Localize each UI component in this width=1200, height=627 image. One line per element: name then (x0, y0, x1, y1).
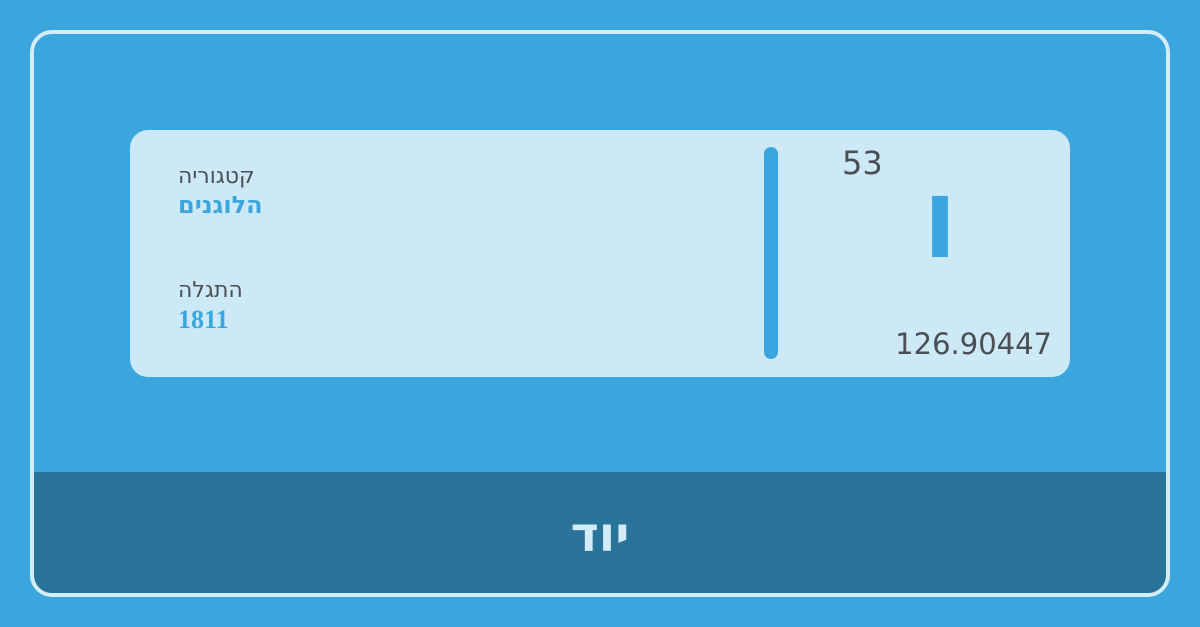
discovery-label: התגלה (178, 278, 243, 303)
category-value: הלוגנים (178, 191, 263, 219)
element-name: יוד (570, 506, 630, 563)
atomic-mass: 126.90447 (895, 327, 1052, 361)
element-card-frame: קטגוריה הלוגנים התגלה 1811 53 I 126.9044… (30, 30, 1170, 597)
category-block: קטגוריה הלוגנים (178, 164, 438, 219)
vertical-divider (764, 147, 778, 359)
discovery-year: 1811 (178, 305, 229, 334)
element-symbol: I (924, 179, 956, 277)
category-label: קטגוריה (178, 164, 255, 189)
footer-bar: יוד (34, 472, 1166, 593)
element-info-card: קטגוריה הלוגנים התגלה 1811 53 I 126.9044… (130, 130, 1070, 377)
discovery-block: התגלה 1811 (178, 278, 438, 335)
atomic-number: 53 (842, 144, 883, 182)
